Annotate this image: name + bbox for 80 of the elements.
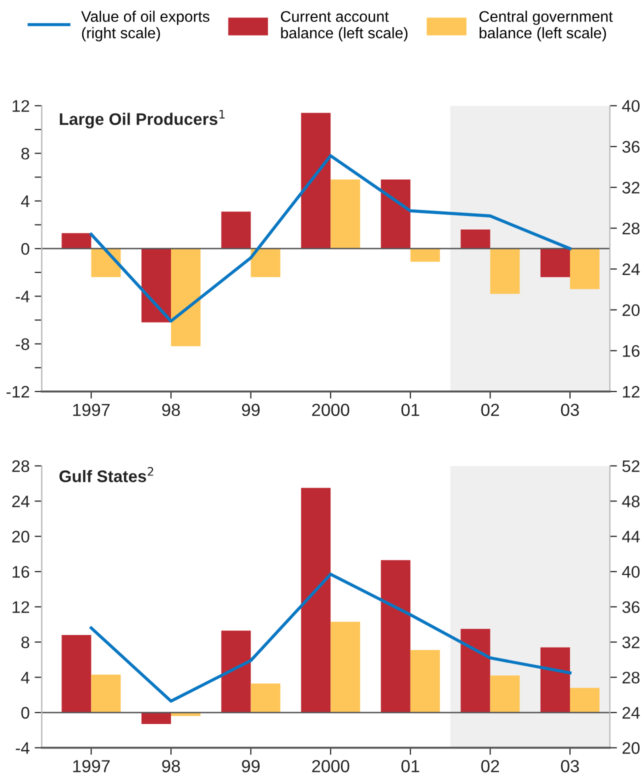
x-tick-label: 2000 (312, 760, 350, 772)
y-tick-label: -12 (6, 386, 30, 398)
chart-title: Large Oil Producers$^{1}$ (60, 110, 225, 128)
bar (141, 712, 172, 724)
y2-tick-label: 40 (622, 100, 640, 112)
bar (490, 676, 520, 713)
y2-tick-label: 52 (622, 460, 640, 472)
legend-label: Current account balance (left scale) (280, 11, 408, 42)
x-tick-label: 2000 (312, 404, 350, 416)
x-tick-label: 99 (242, 404, 260, 416)
y2-tick-label: 32 (622, 636, 640, 648)
y-tick-label: 8 (21, 148, 30, 160)
bar (250, 248, 280, 278)
y-tick-label: 20 (12, 530, 30, 543)
y-tick-label: 12 (12, 601, 30, 613)
chart-title: Gulf States$^{2}$ (59, 467, 154, 482)
y2-tick-label: 28 (622, 222, 640, 234)
x-tick-label: 1997 (73, 760, 110, 772)
bar (301, 112, 331, 249)
x-tick-label: 02 (481, 760, 499, 772)
bar (250, 683, 280, 713)
line-series (90, 572, 572, 703)
x-tick-label: 99 (242, 760, 260, 772)
legend-label: Central government balance (left scale) (479, 10, 613, 42)
x-tick-label: 03 (561, 404, 579, 416)
bar (540, 248, 570, 278)
bar (380, 560, 410, 713)
y-tick-label: 12 (12, 100, 30, 112)
y2-tick-label: 36 (622, 140, 640, 153)
y2-tick-label: 20 (622, 304, 640, 316)
y-tick-label: -4 (16, 290, 30, 302)
bar (410, 650, 440, 713)
y-tick-label: 8 (21, 636, 30, 648)
bar (380, 180, 410, 249)
y2-tick-label: 48 (622, 496, 640, 508)
bar (62, 635, 92, 713)
bar (301, 488, 331, 713)
y2-tick-label: 12 (622, 386, 640, 398)
bar (171, 248, 201, 346)
line-series (90, 154, 572, 323)
bar (410, 248, 440, 262)
y2-tick-label: 20 (622, 742, 640, 754)
y-tick-label: 28 (12, 460, 30, 472)
x-tick-label: 98 (162, 760, 180, 772)
bar (141, 248, 172, 322)
bar (460, 628, 490, 713)
y2-tick-label: 40 (622, 566, 640, 578)
y-tick-label: 24 (12, 496, 30, 508)
bar (91, 674, 121, 713)
bar (330, 622, 360, 713)
y-tick-label: 0 (21, 706, 30, 719)
bar (540, 647, 570, 713)
y-tick-label: 4 (21, 672, 30, 684)
bar (330, 180, 360, 249)
legend-label: Value of oil exports (right scale) (81, 10, 210, 42)
y2-tick-label: 24 (622, 706, 640, 719)
y-tick-label: -8 (16, 338, 30, 350)
y2-tick-label: 32 (622, 182, 640, 194)
y2-tick-label: 24 (622, 263, 640, 276)
bar (62, 233, 92, 249)
bar (221, 630, 251, 713)
x-tick-label: 01 (401, 404, 420, 416)
y2-tick-label: 16 (622, 345, 640, 357)
bar (570, 248, 600, 290)
x-tick-label: 1997 (73, 404, 110, 416)
y-tick-label: 16 (12, 566, 30, 578)
x-tick-label: 03 (561, 760, 579, 772)
bar (570, 688, 600, 713)
y-tick-label: 0 (21, 243, 30, 255)
y2-tick-label: 28 (622, 672, 640, 684)
y-tick-label: 4 (21, 196, 30, 208)
y-tick-label: -4 (16, 742, 30, 754)
y2-tick-label: 44 (622, 530, 640, 542)
bar (460, 230, 490, 249)
y2-tick-label: 36 (622, 601, 640, 614)
bar (490, 248, 520, 294)
x-tick-label: 98 (162, 404, 180, 416)
x-tick-label: 01 (401, 760, 420, 772)
x-tick-label: 02 (481, 404, 499, 416)
bar (221, 212, 251, 249)
